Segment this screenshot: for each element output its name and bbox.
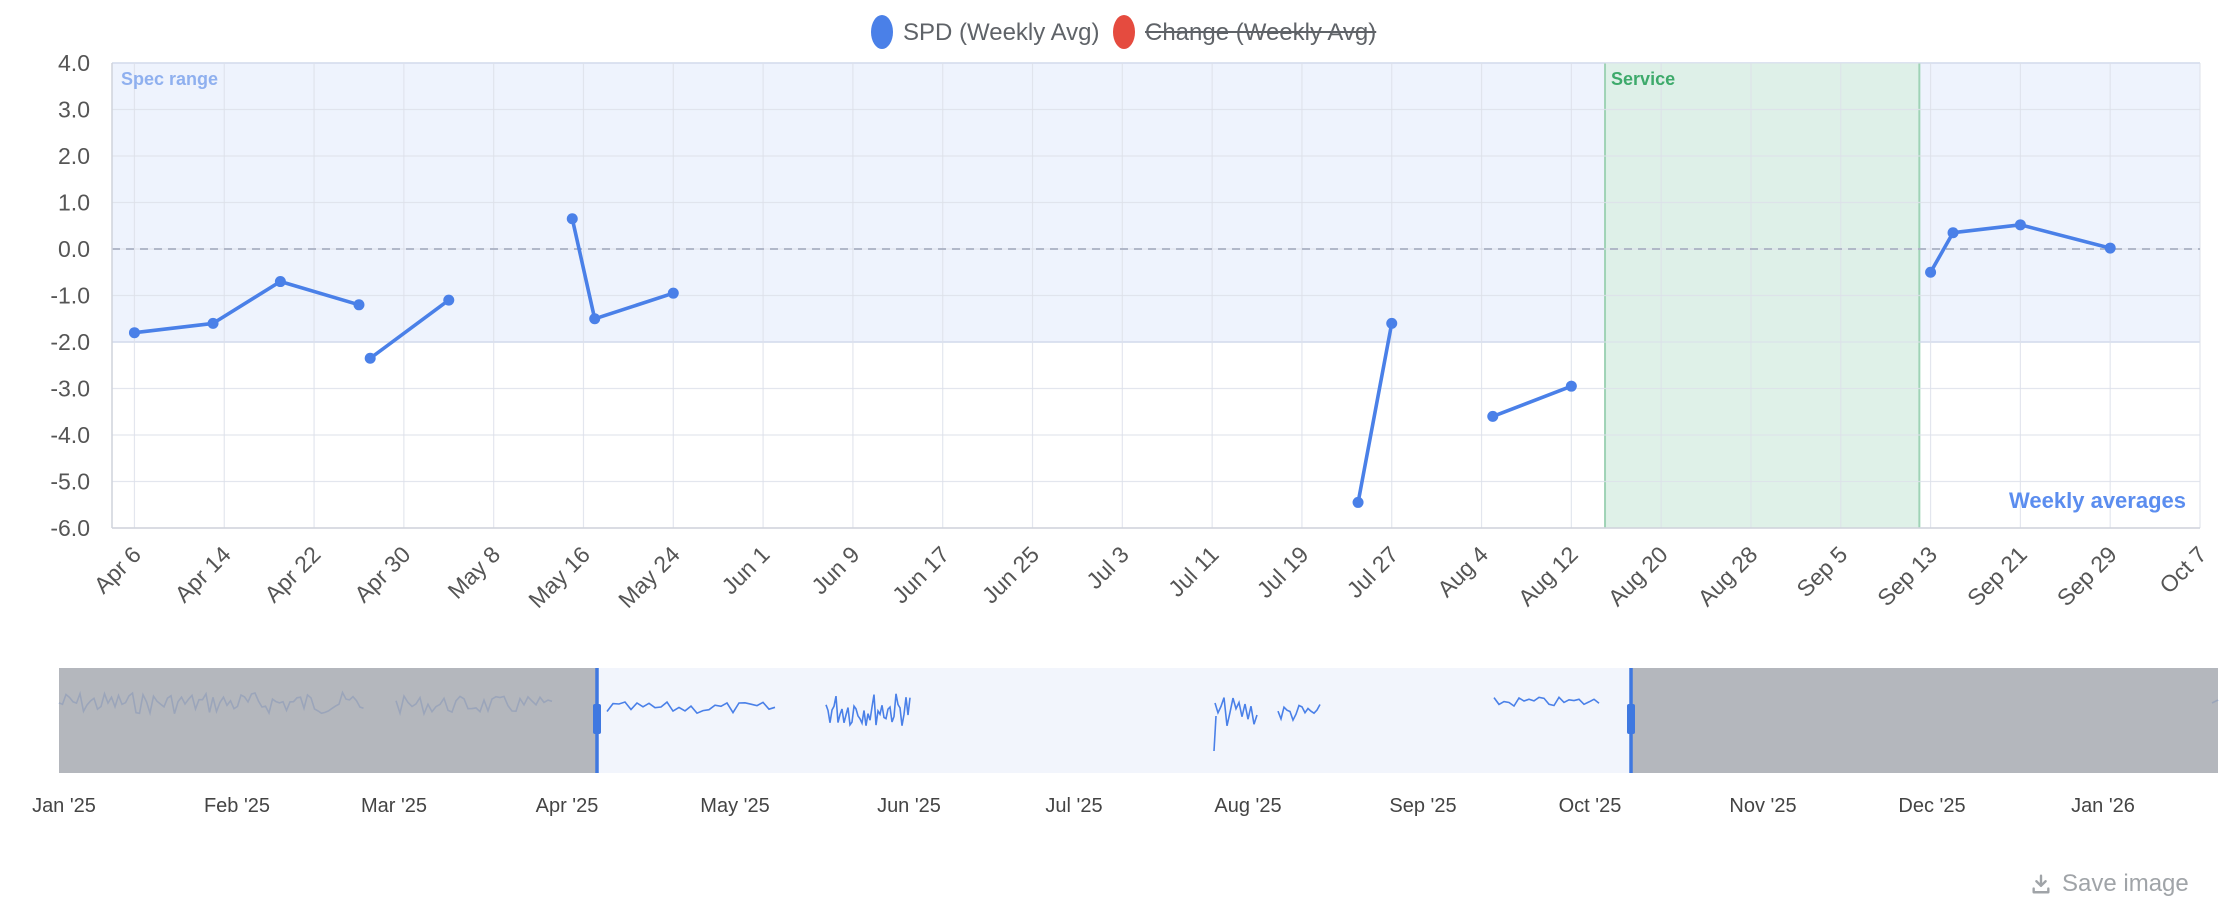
navigator-sparkline — [1277, 704, 1321, 723]
navigator-month-label: Oct '25 — [1559, 795, 1622, 817]
legend-item[interactable]: Change (Weekly Avg) — [1113, 15, 1377, 49]
series-line-segment — [132, 279, 361, 335]
spec-range-label: Spec range — [121, 69, 218, 89]
navigator-month-label: Jul '25 — [1045, 795, 1102, 817]
x-tick-label: May 24 — [613, 541, 685, 613]
data-point[interactable] — [1352, 496, 1364, 508]
y-tick-label: 2.0 — [58, 143, 90, 169]
y-tick-label: -2.0 — [50, 329, 90, 355]
legend-item[interactable]: SPD (Weekly Avg) — [871, 15, 1100, 49]
data-point[interactable] — [364, 352, 376, 364]
weekly-averages-annotation: Weekly averages — [2009, 488, 2186, 513]
legend: SPD (Weekly Avg) Change (Weekly Avg) — [871, 15, 1377, 49]
data-point[interactable] — [2014, 219, 2026, 231]
x-tick-label: Jul 11 — [1163, 541, 1224, 602]
legend-label: SPD (Weekly Avg) — [903, 19, 1100, 46]
data-point[interactable] — [2104, 242, 2116, 254]
y-tick-label: -1.0 — [50, 283, 90, 309]
x-tick-label: Jul 3 — [1081, 541, 1134, 594]
navigator-mask-left — [59, 668, 597, 773]
data-point[interactable] — [443, 294, 455, 306]
x-tick-label: Jul 27 — [1341, 541, 1403, 603]
data-point[interactable] — [1925, 266, 1937, 278]
x-tick-label: May 8 — [443, 541, 506, 604]
data-point[interactable] — [566, 213, 578, 225]
data-point[interactable] — [667, 287, 679, 299]
navigator-month-label: Feb '25 — [204, 795, 270, 817]
navigator-month-label: May '25 — [700, 795, 769, 817]
x-tick-label: Sep 5 — [1791, 541, 1852, 602]
x-tick-label: Apr 6 — [89, 541, 146, 598]
x-tick-label: Jun 17 — [887, 541, 954, 608]
x-tick-label: Jun 9 — [806, 541, 864, 599]
y-tick-label: -3.0 — [50, 376, 90, 402]
navigator-month-label: Jun '25 — [877, 795, 941, 817]
navigator-month-label: Mar '25 — [361, 795, 427, 817]
navigator-sparkline — [606, 700, 776, 715]
data-point[interactable] — [274, 276, 286, 288]
legend-marker — [871, 15, 893, 49]
y-tick-label: 3.0 — [58, 97, 90, 123]
navigator-month-label: Jan '26 — [2071, 795, 2135, 817]
data-point[interactable] — [353, 299, 365, 311]
x-tick-label: Aug 28 — [1693, 541, 1763, 611]
navigator-month-label: Sep '25 — [1389, 795, 1456, 817]
y-tick-label: -5.0 — [50, 469, 90, 495]
data-point[interactable] — [1386, 317, 1398, 329]
navigator[interactable]: Jan '25 Feb '25 Mar '25 Apr '25 May '25 Jun '… — [32, 668, 2219, 817]
navigator-month-label: Jan '25 — [32, 795, 96, 817]
save-image-button[interactable]: Save image — [2030, 868, 2189, 900]
y-tick-label: 0.0 — [58, 236, 90, 262]
navigator-month-label: Nov '25 — [1729, 795, 1796, 817]
series-line-segment — [1356, 321, 1394, 505]
x-tick-label: Aug 20 — [1603, 541, 1673, 611]
x-tick-label: Jul 19 — [1252, 541, 1314, 603]
series-line-segment — [368, 298, 451, 361]
navigator-mask-right — [1631, 668, 2218, 773]
series-line-segment — [1491, 384, 1574, 419]
x-tick-label: Apr 22 — [259, 541, 325, 607]
x-tick-label: Apr 30 — [349, 541, 415, 607]
series-line-segment — [1928, 223, 2112, 275]
x-tick-label: Apr 14 — [169, 541, 235, 607]
y-tick-label: 1.0 — [58, 190, 90, 216]
data-point[interactable] — [128, 327, 140, 339]
navigator-sparkline — [1214, 697, 1258, 726]
x-tick-label: May 16 — [523, 541, 595, 613]
x-tick-label: Jun 1 — [716, 541, 774, 599]
data-point[interactable] — [1947, 227, 1959, 239]
navigator-month-label: Aug '25 — [1214, 795, 1281, 817]
x-tick-label: Jun 25 — [977, 541, 1044, 608]
x-tick-label: Aug 12 — [1513, 541, 1583, 611]
x-tick-label: Sep 29 — [2052, 541, 2122, 611]
save-image-label: Save image — [2062, 870, 2189, 897]
x-tick-label: Sep 21 — [1962, 541, 2032, 611]
navigator-sparkline — [1493, 696, 1600, 708]
data-point[interactable] — [207, 317, 219, 329]
y-tick-label: 4.0 — [58, 50, 90, 76]
navigator-left-grip[interactable] — [593, 704, 601, 734]
data-point[interactable] — [1565, 380, 1577, 392]
legend-marker — [1113, 15, 1135, 49]
navigator-sparkline — [825, 693, 911, 728]
navigator-sparkline — [1213, 715, 1217, 752]
data-point[interactable] — [1487, 410, 1499, 422]
y-tick-label: -6.0 — [50, 515, 90, 541]
x-tick-label: Oct 7 — [2154, 541, 2211, 598]
x-tick-label: Aug 4 — [1432, 541, 1493, 602]
data-point[interactable] — [589, 313, 601, 325]
navigator-right-grip[interactable] — [1627, 704, 1635, 734]
download-icon — [2032, 874, 2050, 894]
navigator-month-label: Apr '25 — [536, 795, 599, 817]
service-band-label: Service — [1611, 69, 1675, 89]
x-tick-label: Sep 13 — [1872, 541, 1942, 611]
navigator-month-label: Dec '25 — [1898, 795, 1965, 817]
y-tick-label: -4.0 — [50, 422, 90, 448]
